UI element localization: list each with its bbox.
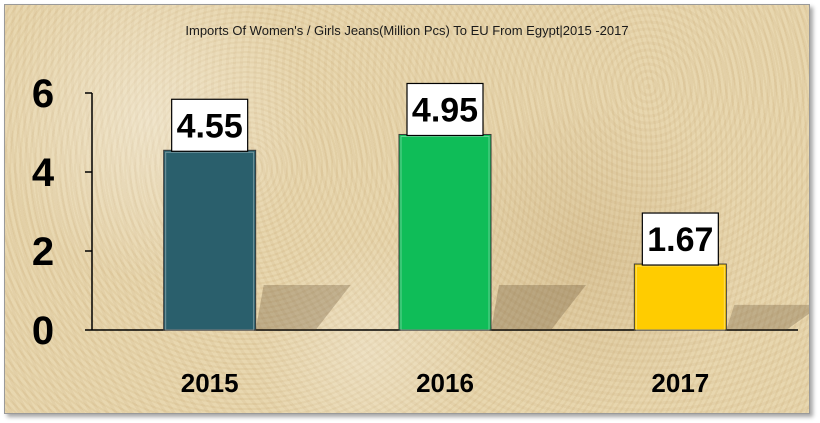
bar-2015: [163, 149, 257, 331]
bars: [163, 133, 727, 331]
bar-shadow: [491, 285, 586, 330]
bar-chart: Imports Of Women's / Girls Jeans(Million…: [32, 23, 809, 398]
chart-title: Imports Of Women's / Girls Jeans(Million…: [185, 23, 628, 38]
y-tick-label: 2: [32, 230, 54, 274]
bar-shadow: [255, 285, 351, 330]
y-tick-label: 0: [32, 309, 54, 353]
bar-2016: [398, 133, 492, 331]
bar-shadows: [255, 285, 809, 330]
y-tick-label: 6: [32, 72, 54, 116]
data-label-box: [406, 82, 484, 137]
bar-highlight: [400, 135, 490, 331]
bar-highlight: [635, 265, 725, 331]
bar-shadow: [726, 304, 809, 330]
bar-highlight: [165, 151, 255, 331]
bar-2017: [633, 263, 727, 331]
data-label: 1.67: [647, 221, 713, 259]
x-tick-labels: 2015 2016 2017: [181, 368, 710, 398]
x-tick-label: 2017: [651, 368, 709, 398]
data-label-box: [641, 212, 719, 266]
y-tick-labels: 0 2 4 6: [32, 72, 55, 353]
chart-frame: Imports Of Women's / Girls Jeans(Million…: [4, 4, 810, 414]
data-label-box: [171, 98, 249, 152]
data-labels: 4.55 4.95 1.67: [171, 82, 719, 266]
data-label: 4.95: [412, 91, 478, 129]
y-tick-label: 4: [32, 151, 55, 195]
x-tick-label: 2016: [416, 368, 474, 398]
data-label: 4.55: [177, 107, 243, 145]
x-tick-label: 2015: [181, 368, 239, 398]
